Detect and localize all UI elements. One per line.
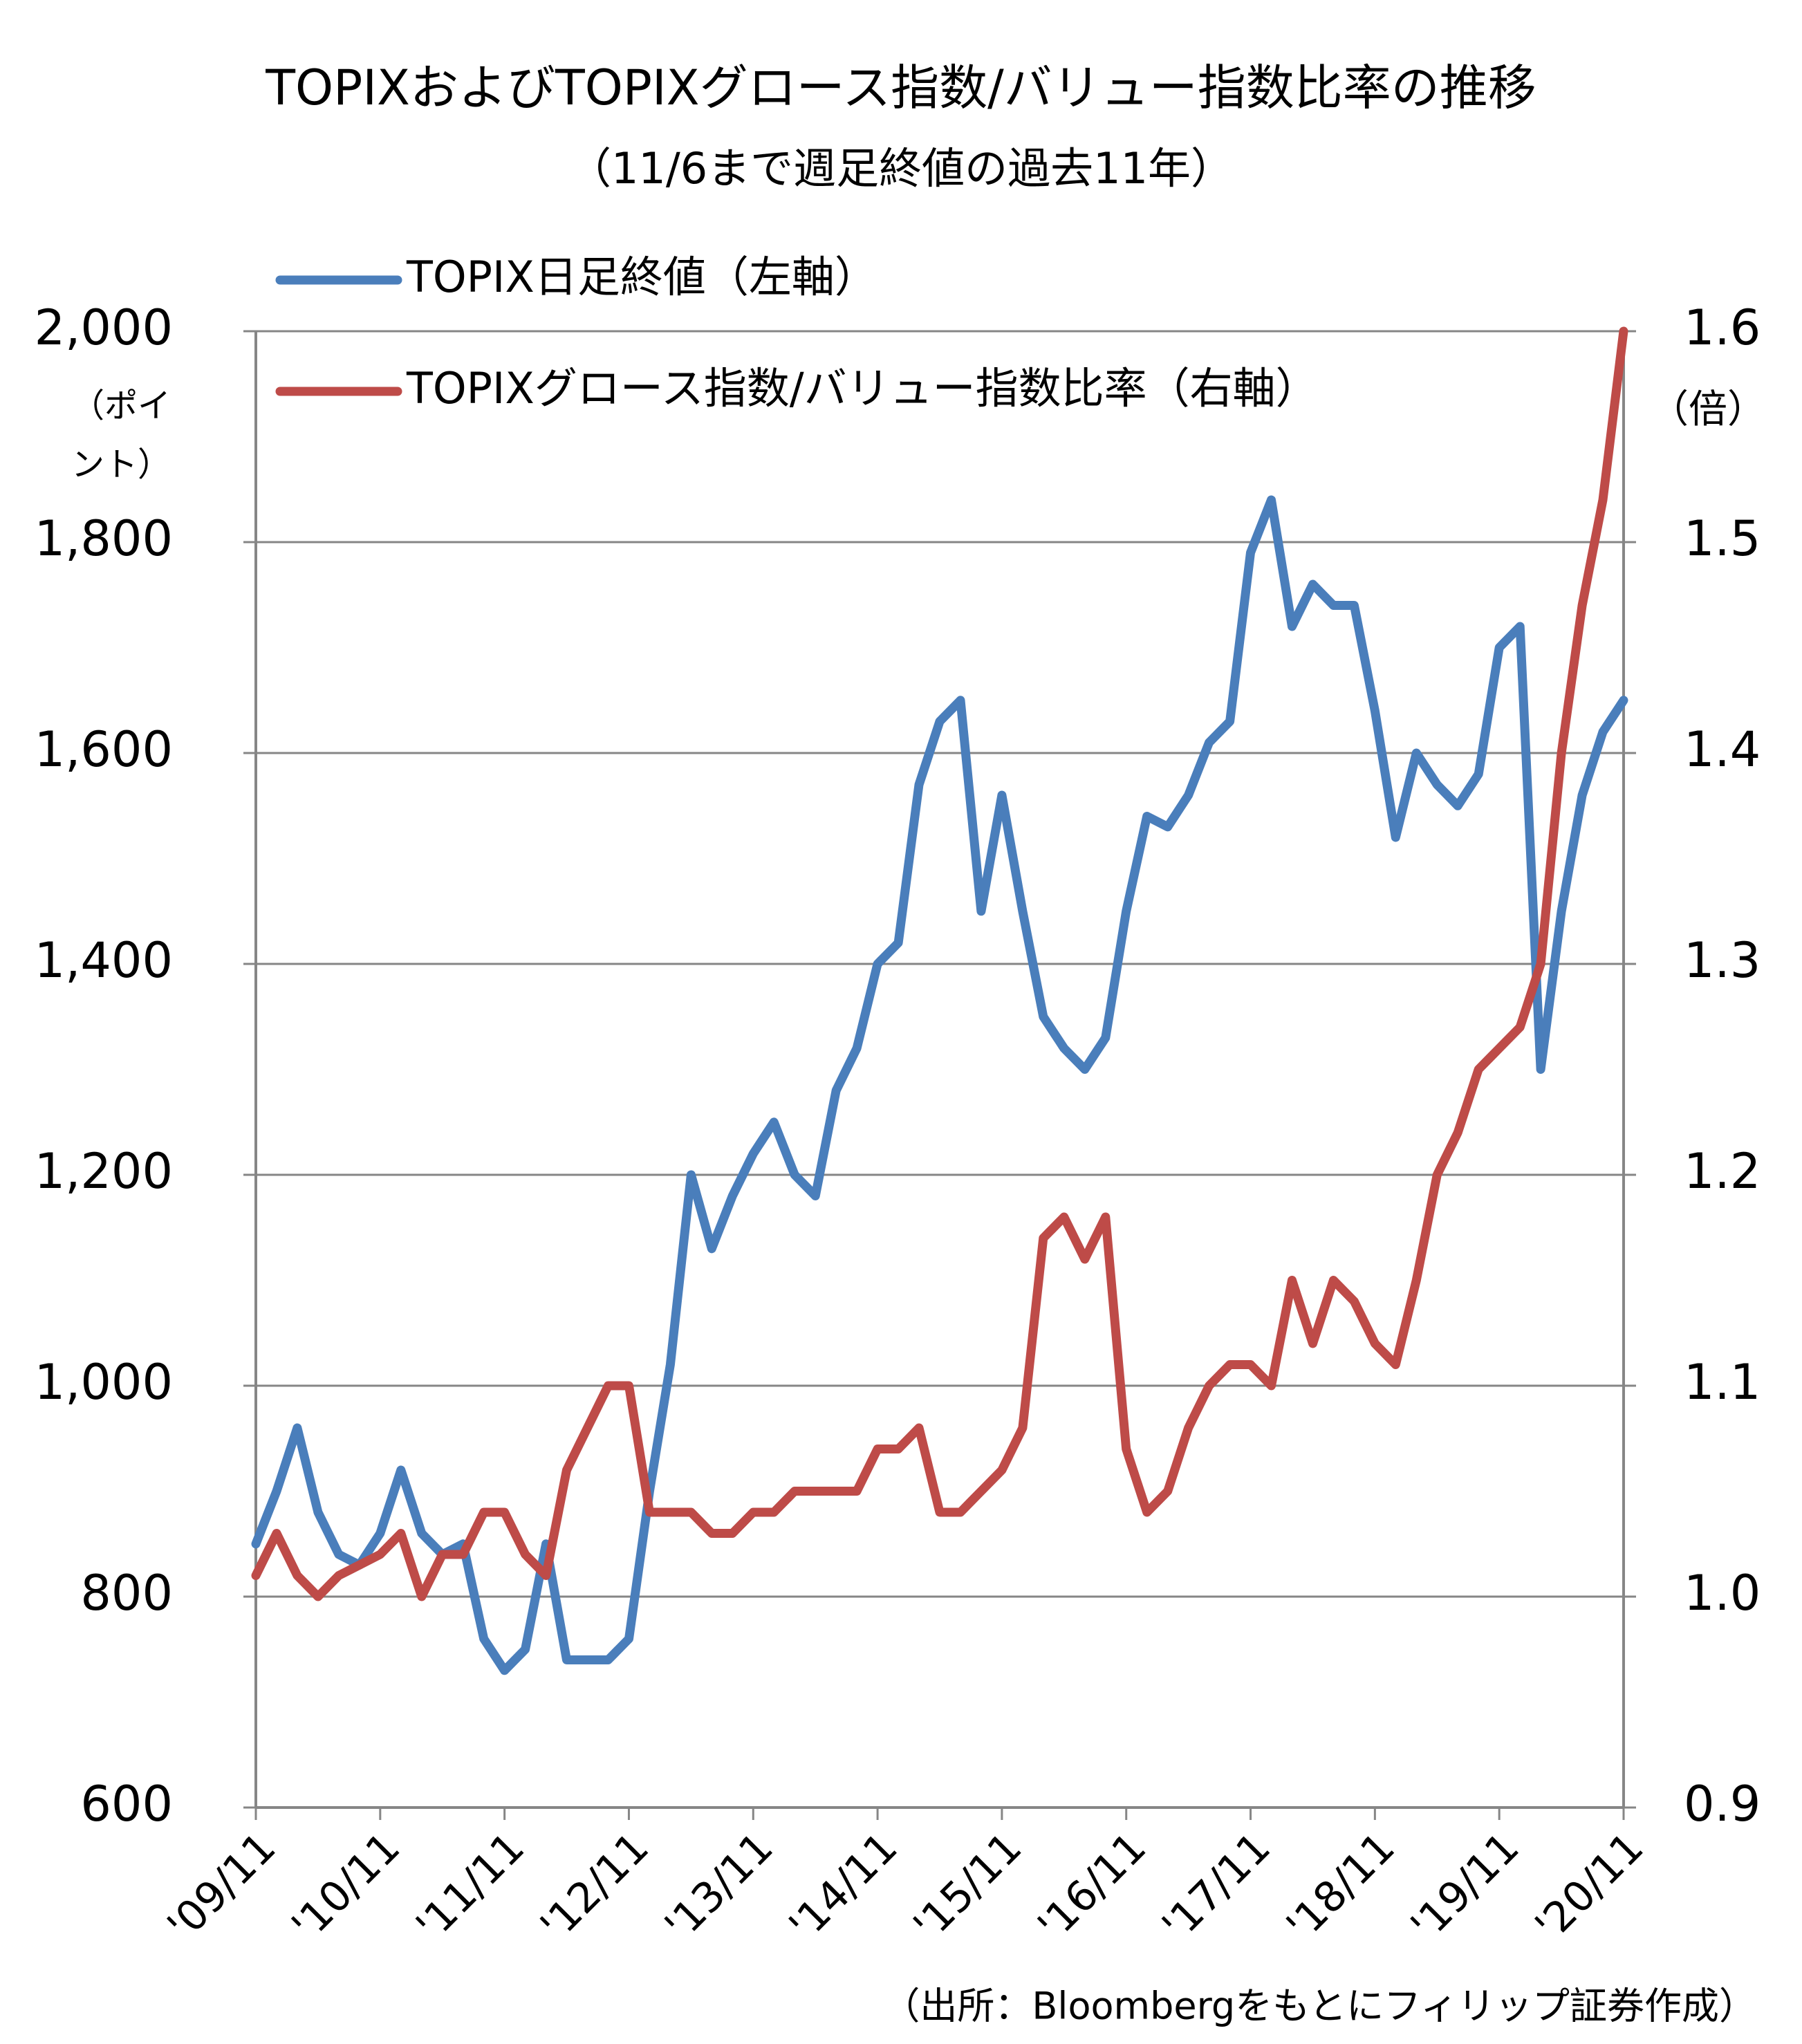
y-tick-label: 800 bbox=[80, 1565, 173, 1622]
y2-tick-label: 1.4 bbox=[1684, 721, 1761, 778]
y2-tick-label: 1.6 bbox=[1684, 299, 1761, 356]
legend-label: TOPIXグロース指数/バリュー指数比率（右軸） bbox=[406, 363, 1319, 414]
y-axis-unit: （ポイ bbox=[71, 387, 171, 425]
data-line bbox=[251, 326, 1628, 1601]
y2-tick-label: 1.3 bbox=[1684, 932, 1761, 989]
y-tick-label: 2,000 bbox=[35, 299, 173, 356]
y2-tick-label: 1.5 bbox=[1684, 510, 1761, 567]
y-tick-label: 600 bbox=[80, 1776, 173, 1832]
y2-axis-unit: （倍） bbox=[1650, 387, 1766, 432]
legend-label: TOPIX日足終値（左軸） bbox=[406, 252, 877, 302]
y-tick-label: 1,600 bbox=[35, 721, 173, 778]
chart-title: TOPIXおよびTOPIXグロース指数/バリュー指数比率の推移 bbox=[265, 59, 1536, 116]
y-tick-label: 1,400 bbox=[35, 932, 173, 989]
y-tick-label: 1,200 bbox=[35, 1143, 173, 1200]
source-note: （出所：Bloombergをもとにフィリップ証券作成） bbox=[882, 1985, 1756, 2028]
y2-tick-label: 1.1 bbox=[1684, 1354, 1761, 1411]
y-tick-label: 1,000 bbox=[35, 1354, 173, 1411]
y2-tick-label: 0.9 bbox=[1684, 1776, 1761, 1832]
y2-tick-label: 1.0 bbox=[1684, 1565, 1761, 1622]
chart-subtitle: （11/6まで週足終値の過去11年） bbox=[568, 143, 1234, 194]
y-tick-label: 1,800 bbox=[35, 510, 173, 567]
data-line bbox=[251, 495, 1628, 1675]
y-axis-unit: ント） bbox=[71, 445, 171, 484]
y2-tick-label: 1.2 bbox=[1684, 1143, 1761, 1200]
